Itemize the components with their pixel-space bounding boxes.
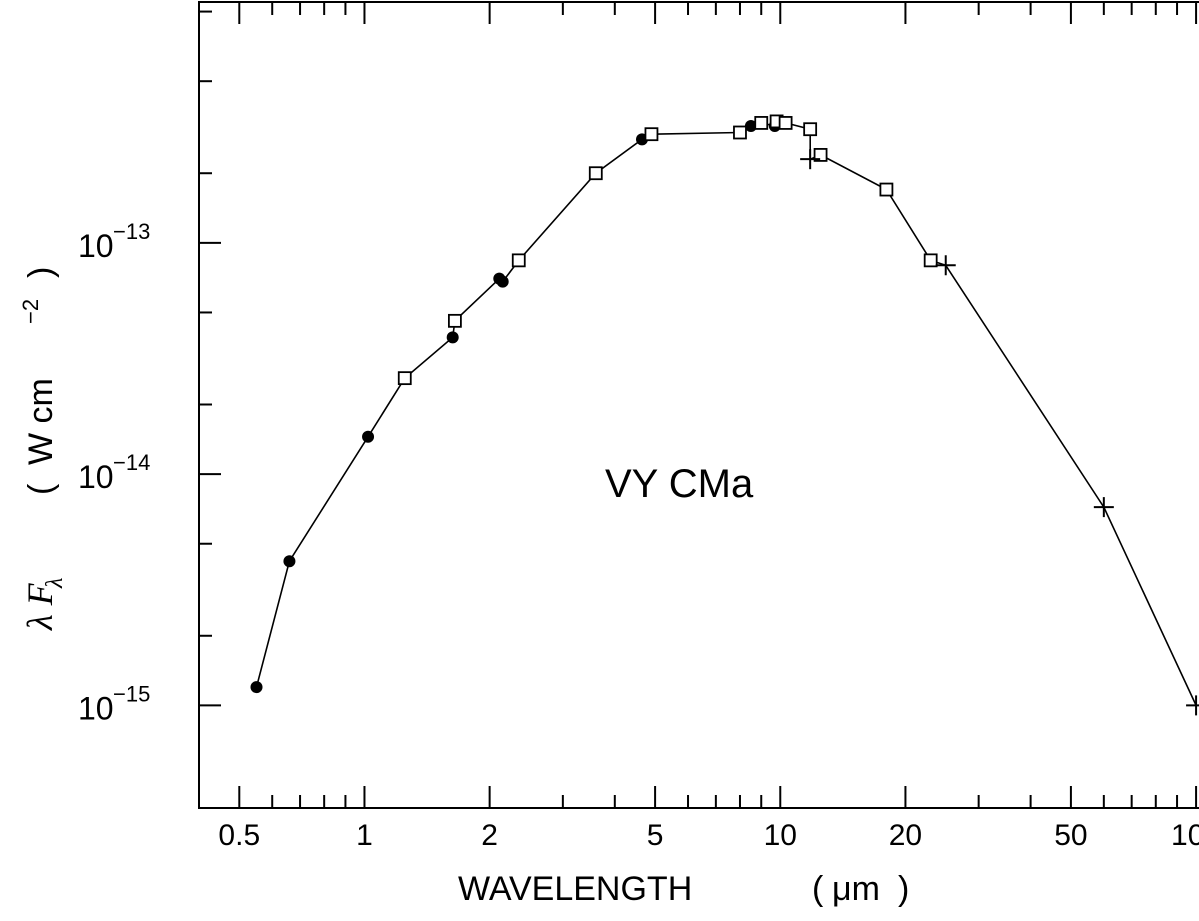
open-square-point: [803, 122, 818, 137]
x-tick-label: 20: [889, 819, 922, 852]
x-tick-label: 100: [1171, 819, 1199, 852]
major-ticks: [199, 2, 1198, 808]
x-tick-label: 5: [647, 819, 664, 852]
x-tick-label: 50: [1054, 819, 1087, 852]
filled-circle-point: [250, 681, 263, 694]
open-square-point: [778, 116, 793, 130]
x-axis-label-unit: μm: [832, 870, 880, 908]
x-tick-label: 1: [356, 819, 373, 852]
open-square-point: [879, 182, 894, 197]
open-square-point: [511, 253, 526, 268]
x-axis-label: WAVELENGTH ( μm ): [458, 870, 909, 908]
open-square-point: [813, 148, 828, 162]
open-square-point: [447, 313, 462, 328]
x-axis-label-paren-open: (: [812, 870, 824, 908]
open-square-point: [644, 127, 659, 142]
x-tick-labels: 0.5 1 2 5 10 20 50 100: [218, 819, 1199, 852]
plus-point: [1186, 695, 1199, 716]
filled-circle-point: [446, 331, 459, 344]
plus-point: [800, 149, 821, 170]
filled-circle-point: [283, 555, 296, 568]
filled-circle-point: [744, 120, 757, 133]
open-square-point: [923, 253, 938, 268]
y-axis-label-paren-open: (: [22, 483, 60, 495]
plot-frame: [198, 1, 1199, 809]
y-tick-label-base: 10: [78, 228, 114, 264]
open-square-point: [733, 125, 747, 140]
x-tick-label: 2: [481, 819, 498, 852]
filled-circle-point: [362, 430, 375, 443]
open-square-point: [588, 166, 603, 181]
x-tick-label: 10: [764, 819, 797, 852]
plus-point: [1093, 497, 1114, 518]
y-axis-label-symbol: λ F: [20, 582, 60, 631]
star-label: VY CMa: [605, 462, 754, 506]
y-axis-label-unit: W cm: [22, 378, 60, 465]
filled-circle-point: [496, 275, 509, 288]
y-tick-label-exponent: −15: [113, 681, 150, 706]
y-axis-label-paren-close: ): [22, 267, 60, 278]
x-tick-label: 0.5: [218, 819, 260, 852]
y-tick-label-exponent: −13: [113, 219, 150, 244]
y-axis-label-unit-exp: −2: [18, 299, 43, 324]
x-axis-label-paren-close: ): [898, 870, 909, 908]
open-square-point: [397, 371, 412, 386]
y-tick-label-exponent: −14: [113, 450, 150, 475]
minor-ticks: [198, 2, 1179, 808]
y-tick-label-base: 10: [78, 459, 114, 495]
open-square-point: [754, 116, 769, 130]
data-markers: [250, 114, 1199, 716]
y-tick-label-base: 10: [78, 690, 114, 726]
y-axis-label-subscript: λ: [42, 578, 68, 589]
x-axis-label-main: WAVELENGTH: [458, 870, 692, 908]
sed-curve: [255, 120, 1197, 706]
y-axis-label: λ F λ ( W cm −2 ): [18, 267, 68, 631]
plus-point: [935, 255, 956, 276]
